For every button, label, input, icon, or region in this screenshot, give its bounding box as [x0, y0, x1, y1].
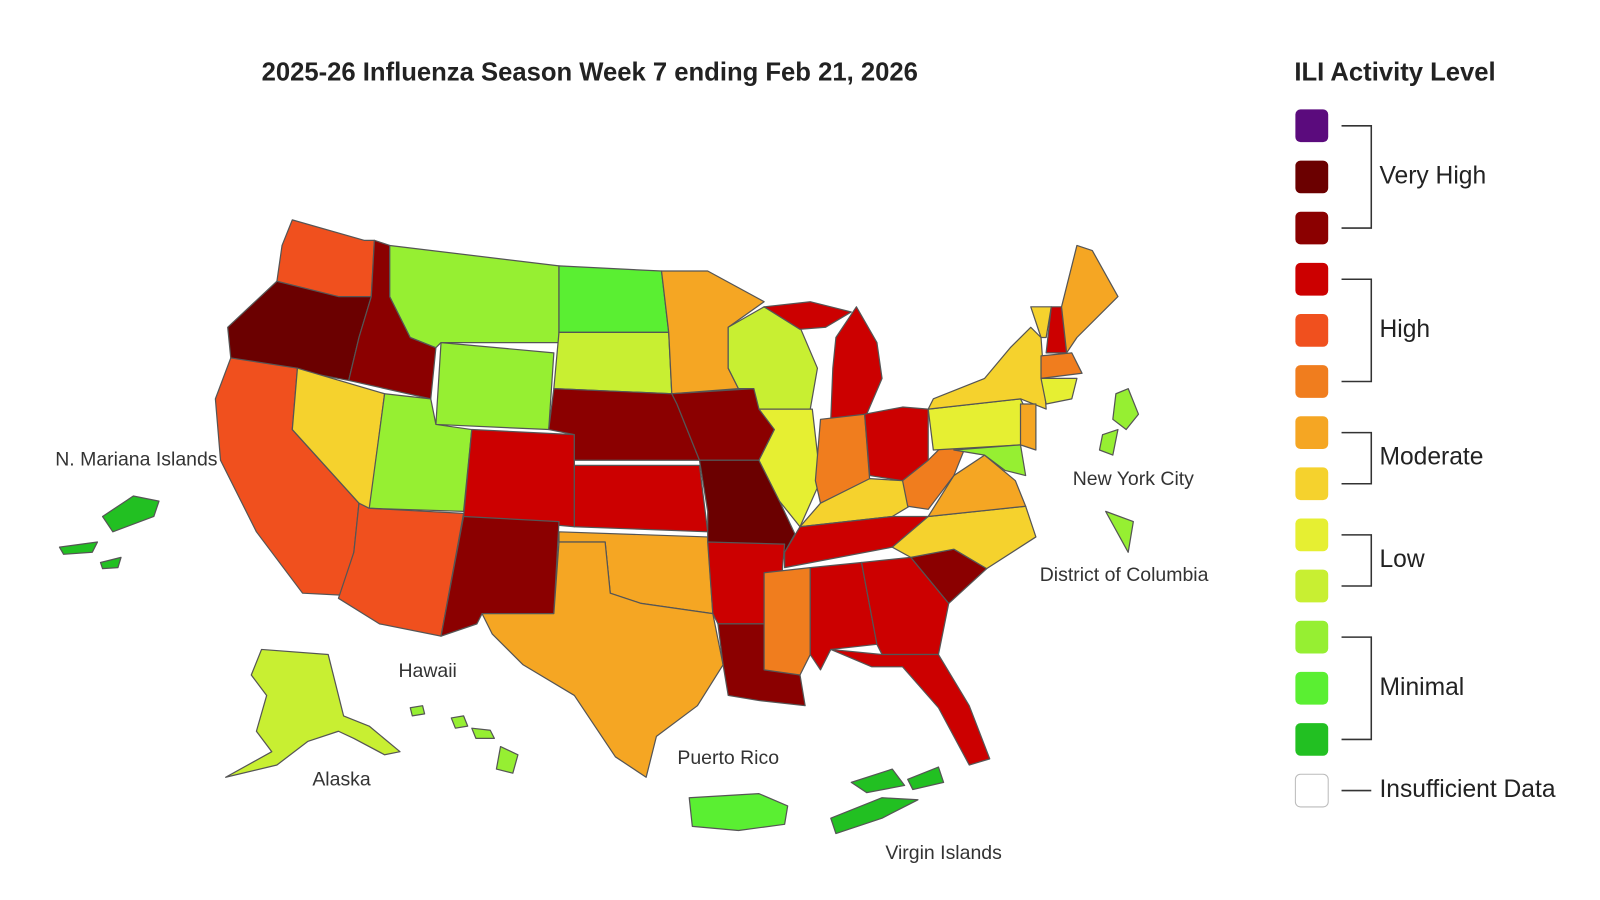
region [573, 464, 709, 533]
legend-swatch [1295, 416, 1329, 449]
legend-title: ILI Activity Level [1294, 58, 1495, 86]
map-label: Virgin Islands [885, 842, 1002, 864]
region [688, 793, 789, 832]
legend-swatch [1295, 365, 1329, 398]
legend-swatch [1295, 211, 1329, 245]
region [558, 265, 670, 333]
region [830, 648, 991, 766]
map-label: Alaska [312, 768, 371, 790]
map-label: New York City [1073, 468, 1194, 490]
legend-swatch [1295, 723, 1329, 756]
legend-swatch [1295, 313, 1329, 347]
legend-bracket [1341, 278, 1373, 383]
legend-swatch [1295, 109, 1329, 143]
map-label: N. Mariana Islands [55, 448, 218, 470]
region [953, 444, 1027, 477]
legend-label: Insufficient Data [1379, 776, 1555, 803]
legend-label: Moderate [1379, 444, 1483, 471]
legend-swatch [1295, 160, 1329, 194]
legend-label: Very High [1379, 162, 1486, 189]
region [1112, 388, 1140, 431]
region [389, 244, 560, 349]
map [58, 219, 1140, 835]
region [409, 705, 426, 717]
region [1030, 306, 1052, 339]
legend-label: Low [1379, 546, 1424, 573]
legend-swatch [1295, 518, 1329, 552]
map-label: District of Columbia [1040, 564, 1209, 586]
region [1060, 244, 1119, 354]
legend-bracket [1341, 431, 1373, 485]
region [495, 745, 519, 774]
legend-bracket [1341, 534, 1373, 587]
region [907, 766, 945, 791]
region [1040, 352, 1083, 380]
region [830, 306, 883, 420]
region [850, 768, 906, 794]
region [927, 454, 1027, 518]
region [99, 556, 122, 570]
legend-label: High [1379, 316, 1430, 343]
region [901, 439, 965, 510]
legend-label: Minimal [1379, 674, 1464, 701]
region [58, 541, 99, 555]
map-label: Puerto Rico [677, 747, 779, 769]
region [1019, 403, 1037, 451]
region [1105, 510, 1134, 553]
region [481, 541, 724, 778]
region [763, 567, 811, 676]
legend: Very High High Moderate Low Minimal Insuffici… [1294, 109, 1556, 808]
region [763, 301, 852, 330]
region [758, 408, 822, 528]
region [471, 727, 495, 740]
region [553, 331, 673, 395]
region [1040, 377, 1078, 405]
legend-swatch [1295, 467, 1329, 501]
legend-bracket [1341, 636, 1373, 741]
region [225, 648, 401, 778]
legend-swatch [1295, 620, 1329, 654]
legend-swatch [1294, 773, 1329, 808]
legend-bracket [1341, 125, 1373, 229]
region [1098, 428, 1119, 456]
region [462, 428, 575, 528]
region [927, 326, 1047, 410]
region [435, 342, 555, 431]
map-label: Hawaii [398, 660, 456, 682]
region [830, 797, 919, 835]
map-title: 2025-26 Influenza Season Week 7 ending F… [262, 58, 918, 86]
legend-swatch [1295, 671, 1329, 705]
legend-swatch [1295, 262, 1329, 296]
region [101, 495, 160, 533]
legend-swatch [1295, 569, 1329, 603]
region [450, 715, 469, 729]
